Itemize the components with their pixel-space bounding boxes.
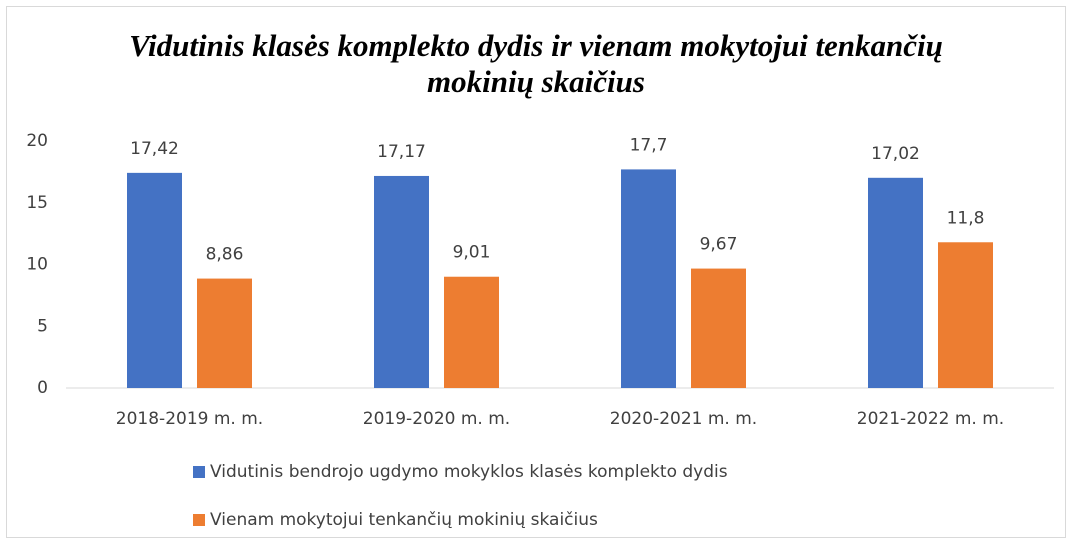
data-label: 11,8 [947,208,985,228]
data-label: 17,17 [377,142,426,162]
data-label: 17,7 [630,135,668,155]
bar [127,172,182,388]
y-tick-label: 20 [26,131,48,151]
x-tick-label: 2018-2019 m. m. [116,409,263,429]
data-label: 9,01 [453,243,491,263]
y-tick-label: 10 [26,255,48,275]
bar [444,276,499,388]
x-tick-label: 2020-2021 m. m. [610,409,757,429]
chart-title: Vidutinis klasės komplekto dydis ir vien… [129,28,943,99]
legend-label: Vidutinis bendrojo ugdymo mokyklos klasė… [210,462,728,482]
y-tick-label: 15 [26,193,48,213]
bar [691,268,746,388]
data-label: 17,02 [871,144,920,164]
x-tick-label: 2021-2022 m. m. [857,409,1004,429]
x-tick-label: 2019-2020 m. m. [363,409,510,429]
data-label: 17,42 [130,139,179,159]
data-label: 9,67 [700,235,738,255]
bar [938,242,993,388]
y-tick-label: 5 [37,316,48,336]
y-tick-label: 0 [37,378,48,398]
legend-label: Vienam mokytojui tenkančių mokinių skaič… [210,510,598,530]
bar [868,177,923,388]
bar [621,169,676,388]
data-label: 8,86 [206,245,244,265]
legend-swatch [193,466,205,478]
bar [197,278,252,388]
bar [374,175,429,388]
legend-swatch [193,514,205,526]
